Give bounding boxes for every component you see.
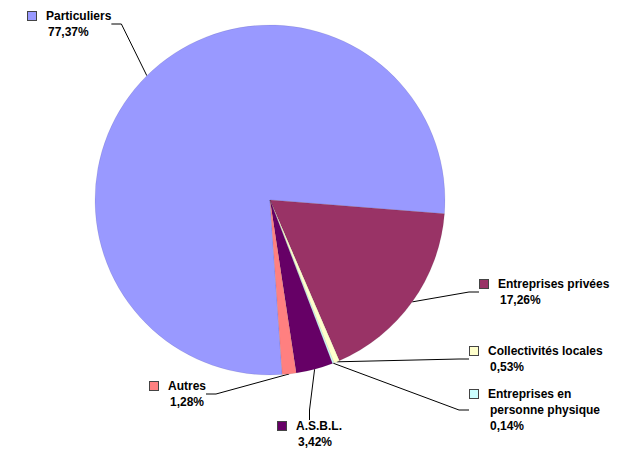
svg-text:Collectivités locales: Collectivités locales xyxy=(488,344,603,358)
svg-text:Autres: Autres xyxy=(168,379,206,393)
svg-text:personne physique: personne physique xyxy=(490,403,600,417)
svg-text:Entreprises en: Entreprises en xyxy=(488,387,571,401)
svg-text:0,14%: 0,14% xyxy=(490,419,524,433)
svg-text:0,53%: 0,53% xyxy=(490,360,524,374)
svg-text:1,28%: 1,28% xyxy=(170,395,204,409)
svg-text:A.S.B.L.: A.S.B.L. xyxy=(296,419,342,433)
svg-text:17,26%: 17,26% xyxy=(500,293,541,307)
svg-text:Entreprises privées: Entreprises privées xyxy=(498,277,610,291)
svg-text:3,42%: 3,42% xyxy=(298,435,332,449)
svg-text:Particuliers: Particuliers xyxy=(46,9,112,23)
svg-text:77,37%: 77,37% xyxy=(48,25,89,39)
